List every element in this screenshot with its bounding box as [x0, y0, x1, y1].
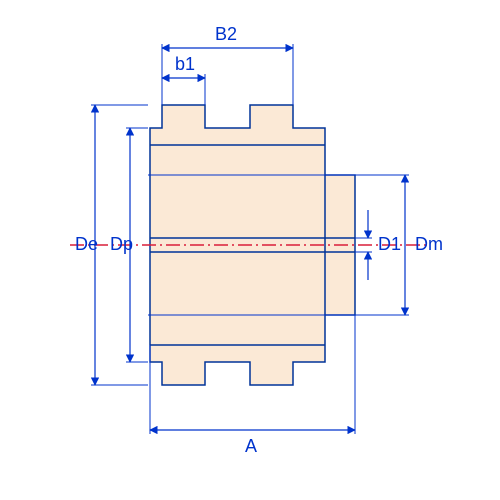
- svg-text:D1: D1: [378, 234, 401, 254]
- sprocket-diagram: De Dp Dm D1 b1 B2 A: [0, 0, 500, 500]
- svg-text:A: A: [245, 436, 257, 456]
- svg-text:Dm: Dm: [415, 234, 443, 254]
- svg-text:b1: b1: [175, 54, 195, 74]
- svg-text:B2: B2: [215, 24, 237, 44]
- svg-text:De: De: [75, 234, 98, 254]
- svg-text:Dp: Dp: [110, 234, 133, 254]
